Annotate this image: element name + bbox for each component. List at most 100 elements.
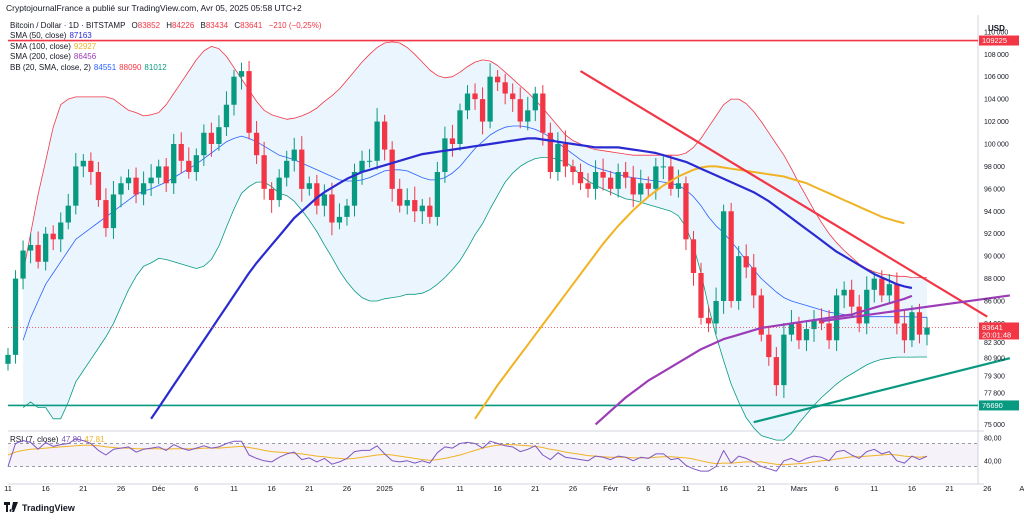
candle-body (284, 160, 290, 178)
candle-body (525, 110, 531, 122)
candle-body (781, 334, 787, 386)
candle-body (427, 205, 433, 217)
ohlc-close: 83641 (240, 21, 263, 30)
time-tick-label: Févr (603, 484, 619, 493)
symbol-title: Bitcoin / Dollar · 1D · BITSTAMP (10, 21, 126, 30)
currency-label: USD (988, 24, 1005, 33)
candle-body (901, 323, 908, 341)
price-tick-label: 90 000 (984, 254, 1005, 261)
bollinger-band-fill (23, 41, 928, 441)
time-tick-label: 16 (41, 484, 49, 493)
price-tick-label: 108 000 (984, 52, 1009, 59)
bb-label: BB (20, SMA, close, 2) (10, 62, 91, 72)
candle-body (464, 93, 471, 111)
candle-body (449, 138, 456, 144)
time-tick-label: Mars (791, 484, 808, 493)
candle-body (562, 143, 569, 167)
candle-body (27, 244, 34, 251)
rsi-label: RSI (7, close) (10, 435, 59, 444)
price-tick-label: 80 900 (984, 356, 1005, 363)
candle-body (751, 267, 757, 296)
resistance-trendline (579, 70, 988, 318)
time-tick-label: 26 (343, 484, 351, 493)
candle-body (201, 132, 207, 156)
brand-name: TradingView (22, 503, 75, 513)
candle-body (382, 121, 388, 150)
candle-body (886, 284, 892, 296)
rsi-ma-value: 47.81 (84, 435, 105, 444)
candle-body (728, 211, 734, 302)
sma200-line (594, 294, 913, 426)
tradingview-logo[interactable]: TradingView (4, 502, 75, 513)
candle-body (826, 323, 832, 341)
time-tick-label: 21 (305, 484, 313, 493)
candle-body (592, 172, 599, 189)
time-tick-label: 26 (117, 484, 125, 493)
candle-body (871, 278, 877, 290)
candle-body (140, 183, 147, 195)
candle-body (660, 166, 666, 168)
candle-body (419, 205, 425, 212)
candle-body (314, 183, 320, 206)
candle-body (163, 166, 169, 184)
candle-body (494, 76, 501, 83)
candle-body (457, 110, 463, 144)
candle-body (20, 250, 26, 279)
support-trendline (753, 357, 1011, 424)
candle-body (223, 104, 230, 128)
price-tick-label: 100 000 (984, 141, 1009, 148)
legend-bb[interactable]: BB (20, SMA, close, 2) 84551 88090 81012 (10, 63, 322, 73)
time-tick-label: 6 (835, 484, 839, 493)
candle-body (110, 194, 117, 229)
price-tick-label: 77 800 (984, 390, 1005, 397)
candle-body (758, 295, 764, 335)
candle-body (909, 312, 915, 341)
legend-sma100[interactable]: SMA (100, close) 92927 (10, 42, 322, 52)
candle-body (570, 166, 576, 173)
rsi-value: 47.80 (61, 435, 82, 444)
legend-sma50[interactable]: SMA (50, close) 87163 (10, 31, 322, 41)
candle-body (50, 233, 56, 240)
last-price-countdown-label: 20:01:48 (982, 330, 1011, 339)
sma50-label: SMA (50, close) (10, 31, 67, 41)
rsi-line (7, 438, 928, 472)
time-tick-label: 21 (945, 484, 953, 493)
bb-basis-value: 84551 (93, 62, 117, 72)
time-tick-label: Avr (1019, 484, 1024, 493)
candle-body (329, 194, 335, 223)
price-tick-label: 88 000 (984, 276, 1005, 283)
sma100-line (474, 165, 905, 420)
candle-body (171, 143, 177, 184)
candle-body (58, 222, 64, 240)
bb-upper-value: 88090 (119, 62, 142, 72)
time-tick-label: 16 (908, 484, 916, 493)
candle-body (675, 183, 682, 189)
time-tick-label: 11 (4, 484, 12, 493)
candle-body (517, 99, 523, 122)
candle-body (397, 188, 403, 206)
candle-body (736, 256, 742, 302)
last-price-tag-bg (979, 322, 1019, 340)
candle-body (773, 357, 779, 386)
candle-body (803, 329, 810, 341)
candle-body (434, 172, 441, 217)
candle-body (73, 166, 79, 206)
publisher-line: CryptojournalFrance a publié sur Trading… (6, 3, 302, 13)
candle-body (88, 160, 94, 173)
rsi-legend[interactable]: RSI (7, close) 47.80 47.81 (10, 435, 105, 445)
candle-body (864, 289, 870, 324)
tradingview-logo-icon (4, 502, 18, 512)
candle-body (344, 205, 350, 217)
candle-body (351, 172, 358, 206)
sma200-label: SMA (200, close) (10, 52, 71, 62)
candle-body (638, 183, 644, 195)
candle-body (630, 177, 636, 195)
candle-body (238, 71, 245, 77)
support-tag-bg (979, 400, 1019, 411)
candle-body (269, 188, 275, 201)
legend-sma200[interactable]: SMA (200, close) 86456 (10, 52, 322, 62)
time-tick-label: 21 (757, 484, 765, 493)
candle-body (118, 183, 124, 195)
symbol-row[interactable]: Bitcoin / Dollar · 1D · BITSTAMP O83852 … (10, 21, 322, 31)
